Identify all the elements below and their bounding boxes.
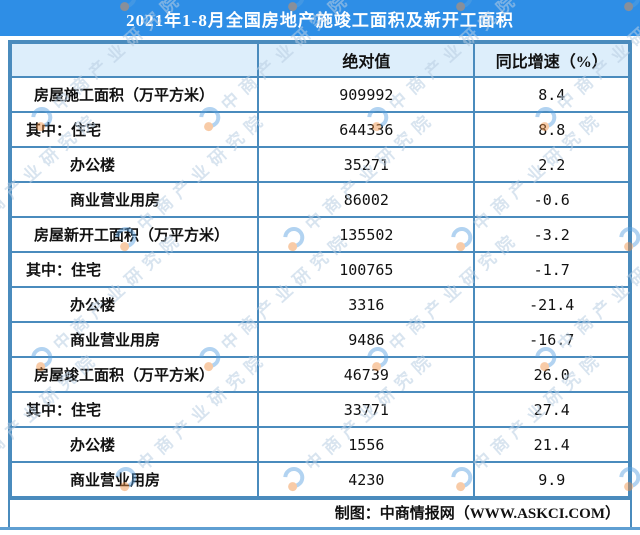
table-row: 房屋施工面积（万平方米） 909992 8.4 [9,76,630,113]
absolute-value-cell: 46739 [257,356,476,393]
header-cell-yoy-growth: 同比增速（%） [473,42,630,78]
indicator-cell: 其中：住宅 [9,111,260,148]
absolute-value-cell: 3316 [257,286,476,323]
growth-rate-cell: 8.8 [473,111,630,148]
indicator-cell: 办公楼 [9,426,260,463]
watermark-text: 中商产业研究院 [637,107,640,235]
indicator-cell: 房屋竣工面积（万平方米） [9,356,260,393]
indicator-cell: 房屋施工面积（万平方米） [9,76,260,113]
absolute-value-cell: 644336 [257,111,476,148]
absolute-value-cell: 86002 [257,181,476,218]
growth-rate-cell: 2.2 [473,146,630,183]
table-row: 其中：住宅 33771 27.4 [9,391,630,428]
indicator-cell: 商业营业用房 [9,321,260,358]
title-bar: 2021年1-8月全国房地产施竣工面积及新开工面积 [0,0,640,36]
growth-rate-cell: 21.4 [473,426,630,463]
growth-rate-cell: 8.4 [473,76,630,113]
absolute-value-cell: 4230 [257,461,476,498]
table-container: 绝对值 同比增速（%） 房屋施工面积（万平方米） 909992 8.4 其中：住宅 64… [8,40,632,530]
absolute-value-cell: 135502 [257,216,476,253]
growth-rate-cell: -3.2 [473,216,630,253]
growth-rate-cell: -0.6 [473,181,630,218]
indicator-cell: 其中：住宅 [9,251,260,288]
indicator-cell: 办公楼 [9,146,260,183]
table-row: 房屋竣工面积（万平方米） 46739 26.0 [9,356,630,393]
growth-rate-cell: -21.4 [473,286,630,323]
table-row: 商业营业用房 4230 9.9 [9,461,630,498]
table-row: 房屋新开工面积（万平方米） 135502 -3.2 [9,216,630,253]
bottom-accent-line [0,527,640,530]
growth-rate-cell: -16.7 [473,321,630,358]
header-cell-absolute-value: 绝对值 [257,42,476,78]
watermark-text: 中商产业研究院 [637,347,640,475]
page-title: 2021年1-8月全国房地产施竣工面积及新开工面积 [126,10,514,30]
table-row: 办公楼 3316 -21.4 [9,286,630,323]
table-row: 其中：住宅 100765 -1.7 [9,251,630,288]
absolute-value-cell: 9486 [257,321,476,358]
header-row: 绝对值 同比增速（%） [9,42,630,78]
growth-rate-cell: 9.9 [473,461,630,498]
table-row: 商业营业用房 86002 -0.6 [9,181,630,218]
table-row: 商业营业用房 9486 -16.7 [9,321,630,358]
absolute-value-cell: 909992 [257,76,476,113]
indicator-cell: 商业营业用房 [9,181,260,218]
table-row: 办公楼 35271 2.2 [9,146,630,183]
header-cell-indicator [9,42,260,78]
absolute-value-cell: 35271 [257,146,476,183]
indicator-cell: 商业营业用房 [9,461,260,498]
table-row: 办公楼 1556 21.4 [9,426,630,463]
table-body: 房屋施工面积（万平方米） 909992 8.4 其中：住宅 644336 8.8 办公楼 35… [9,76,630,498]
indicator-cell: 房屋新开工面积（万平方米） [9,216,260,253]
growth-rate-cell: 27.4 [473,391,630,428]
table-row: 其中：住宅 644336 8.8 [9,111,630,148]
data-table: 绝对值 同比增速（%） 房屋施工面积（万平方米） 909992 8.4 其中：住宅 64… [9,42,630,498]
credit-text: 制图：中商情报网（WWW.ASKCI.COM） [334,506,620,522]
growth-rate-cell: 26.0 [473,356,630,393]
absolute-value-cell: 1556 [257,426,476,463]
credit-line: 制图：中商情报网（WWW.ASKCI.COM） [10,498,630,528]
indicator-cell: 其中：住宅 [9,391,260,428]
absolute-value-cell: 100765 [257,251,476,288]
indicator-cell: 办公楼 [9,286,260,323]
growth-rate-cell: -1.7 [473,251,630,288]
absolute-value-cell: 33771 [257,391,476,428]
